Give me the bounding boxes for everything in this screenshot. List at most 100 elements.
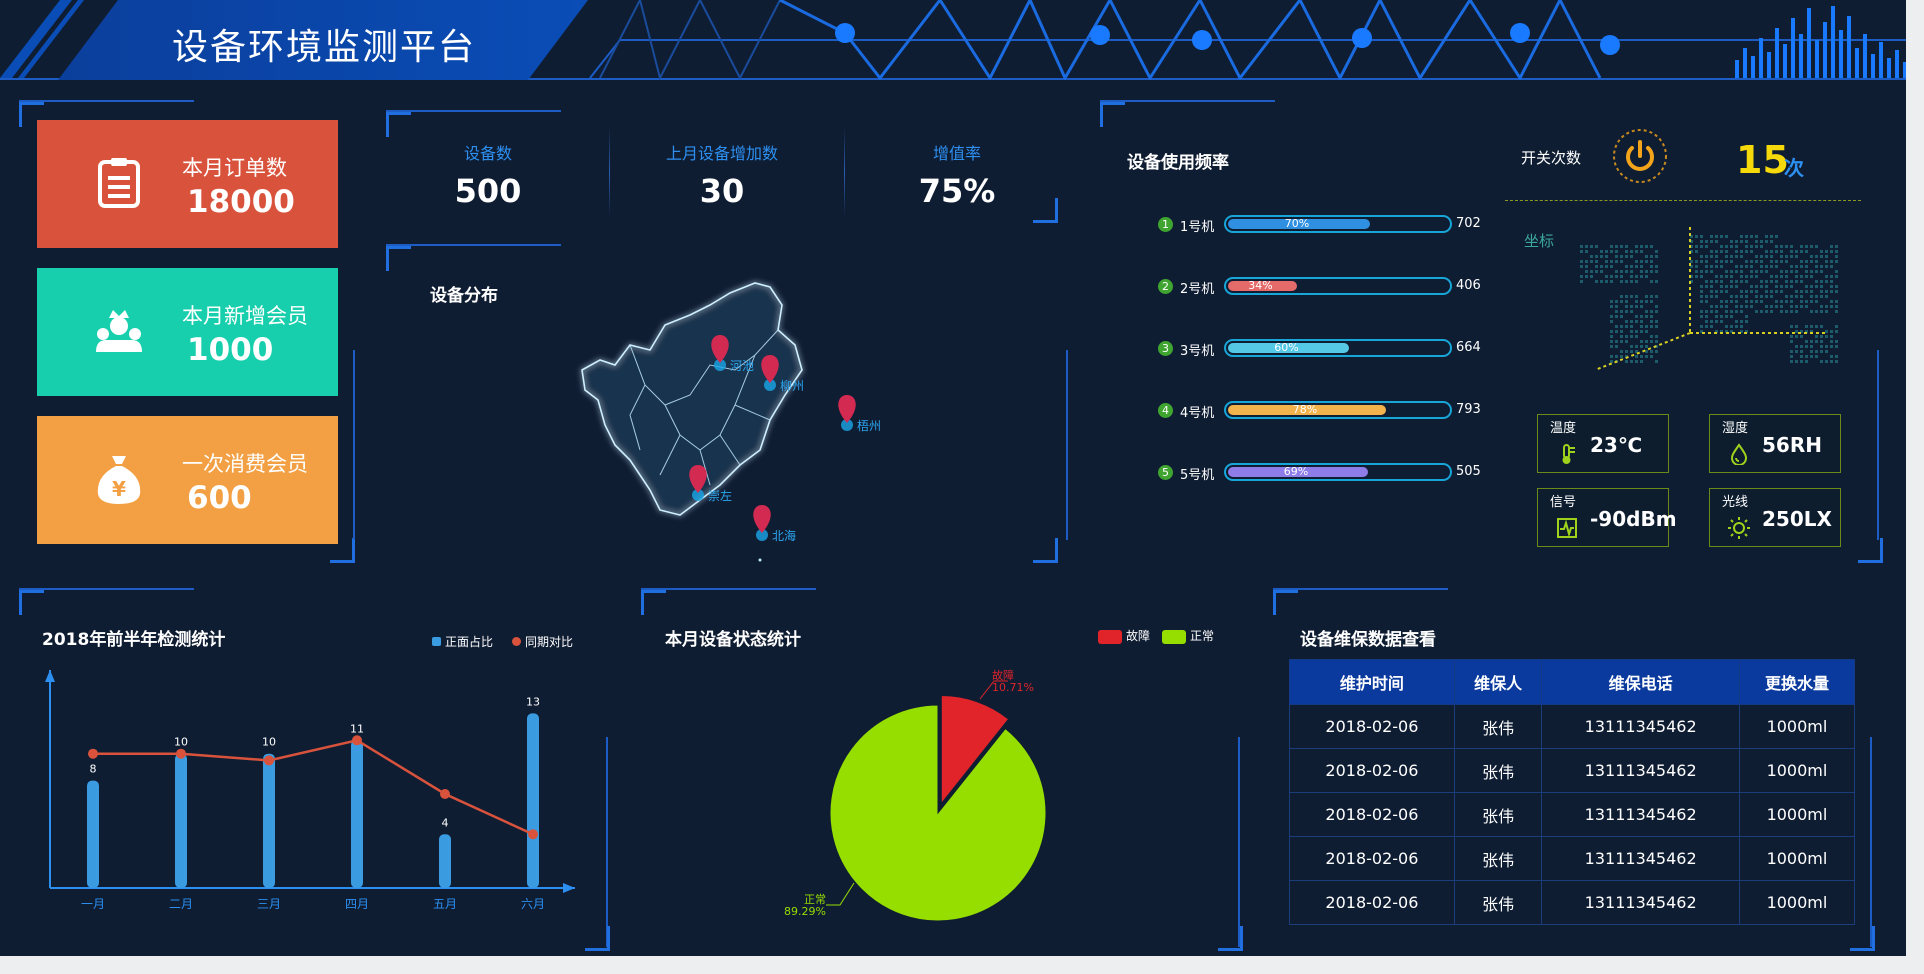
frame-corner	[1218, 926, 1243, 951]
map-pin-icon	[753, 505, 771, 533]
clipboard-icon	[98, 158, 140, 208]
usage-percent: 60%	[1274, 341, 1299, 354]
frame-line	[641, 588, 816, 590]
map-pin-icon	[838, 395, 856, 423]
kpi-value: 1000	[187, 332, 274, 368]
env-value: -90dBm	[1590, 507, 1677, 531]
bar-value-label: 11	[350, 722, 364, 735]
env-card: 湿度 56RH	[1709, 414, 1841, 473]
table-cell: 13111345462	[1541, 836, 1740, 881]
table-cell: 13111345462	[1541, 880, 1740, 925]
map-city-label: 崇左	[708, 489, 733, 503]
bar	[175, 753, 187, 888]
humidity-drop-icon	[1728, 443, 1750, 466]
table-cell: 1000ml	[1738, 880, 1856, 925]
legend-normal: 正常	[1162, 627, 1214, 644]
frame-line	[1238, 737, 1240, 947]
map-city-label: 河池	[730, 359, 755, 373]
frame-corner	[585, 926, 610, 951]
stat-label: 上月设备增加数	[665, 144, 778, 163]
frame-corner	[330, 538, 355, 563]
usage-row: 5 5号机 69% 505	[1158, 461, 1488, 485]
table-cell: 1000ml	[1738, 792, 1856, 837]
table-cell: 张伟	[1453, 836, 1543, 881]
machine-name: 3号机	[1180, 344, 1215, 359]
frame-corner	[641, 590, 666, 615]
bar-value-label: 10	[174, 736, 188, 749]
x-axis-arrow	[563, 883, 575, 893]
map-pin-icon	[761, 355, 779, 383]
env-label: 光线	[1722, 495, 1749, 510]
usage-fill	[1228, 219, 1370, 229]
pie-label-line	[979, 680, 1008, 700]
frame-corner	[19, 102, 44, 127]
stat-value: 30	[699, 172, 745, 210]
table-cell: 1000ml	[1738, 704, 1856, 749]
usage-percent: 69%	[1283, 465, 1309, 478]
bar-value-label: 4	[442, 816, 449, 829]
fault-percent: 10.71%	[992, 681, 1034, 694]
divider	[1505, 200, 1861, 201]
divider	[844, 128, 845, 216]
stat-value: 500	[454, 172, 522, 210]
env-label: 湿度	[1722, 421, 1749, 436]
table-cell: 2018-02-06	[1289, 792, 1455, 837]
table-cell: 13111345462	[1541, 704, 1740, 749]
frame-line	[1273, 588, 1448, 590]
table-cell: 张伟	[1453, 792, 1543, 837]
kpi-value: 600	[187, 480, 252, 516]
x-tick-label: 三月	[257, 897, 281, 911]
bar	[263, 753, 275, 888]
line-point	[352, 735, 362, 746]
map-city-label: 柳州	[780, 379, 805, 393]
table-row: 2018-02-06 张伟 13111345462 1000ml	[1289, 704, 1856, 749]
map-pin-glow	[692, 489, 704, 501]
kpi-new-members: 本月新增会员 1000	[37, 268, 338, 396]
frame-line	[353, 350, 355, 540]
normal-label: 正常	[804, 893, 826, 906]
legend-bar: 正面占比	[432, 633, 493, 650]
switch-label: 开关次数	[1521, 149, 1582, 167]
table-cell: 13111345462	[1541, 748, 1740, 793]
table-cell: 13111345462	[1541, 792, 1740, 837]
status-title: 本月设备状态统计	[665, 630, 801, 650]
frame-line	[386, 244, 561, 246]
usage-fill	[1228, 281, 1297, 291]
map-pin-glow	[764, 379, 776, 391]
frame-line	[606, 737, 608, 947]
signal-icon	[1556, 517, 1578, 539]
rank-badge: 5	[1158, 465, 1173, 480]
map-pin-glow	[841, 419, 853, 431]
frame-line	[1877, 350, 1879, 540]
pie-slice	[829, 704, 1047, 922]
header: 设备环境监测平台	[0, 0, 1906, 80]
map-pin-glow	[756, 529, 768, 541]
kpi-orders: 本月订单数 18000	[37, 120, 338, 248]
map-city-label: 北海	[772, 529, 797, 543]
kpi-value: 18000	[187, 184, 295, 220]
y-axis-arrow	[45, 670, 55, 682]
switch-count: 15	[1736, 138, 1789, 182]
kpi-label: 一次消费会员	[182, 452, 308, 476]
usage-row: 1 1号机 70% 702	[1158, 213, 1488, 237]
usage-row: 4 4号机 78% 793	[1158, 399, 1488, 423]
usage-title: 设备使用频率	[1127, 153, 1229, 173]
usage-count: 406	[1456, 278, 1481, 293]
bar-value-label: 8	[90, 763, 97, 776]
usage-percent: 78%	[1292, 403, 1318, 416]
table-row: 2018-02-06 张伟 13111345462 1000ml	[1289, 748, 1856, 793]
x-tick-label: 一月	[81, 897, 105, 911]
usage-percent: 34%	[1248, 279, 1273, 292]
usage-count: 793	[1456, 402, 1481, 417]
legend-fault: 故障	[1098, 627, 1150, 644]
stat-label: 设备数	[463, 144, 512, 163]
world-map	[1580, 227, 1838, 371]
usage-track: 69%	[1224, 463, 1452, 481]
frame-line	[19, 100, 194, 102]
bar	[527, 713, 539, 888]
env-label: 信号	[1550, 495, 1577, 510]
comparison-line	[93, 738, 534, 836]
line-point	[264, 755, 274, 766]
machine-name: 4号机	[1180, 406, 1215, 421]
